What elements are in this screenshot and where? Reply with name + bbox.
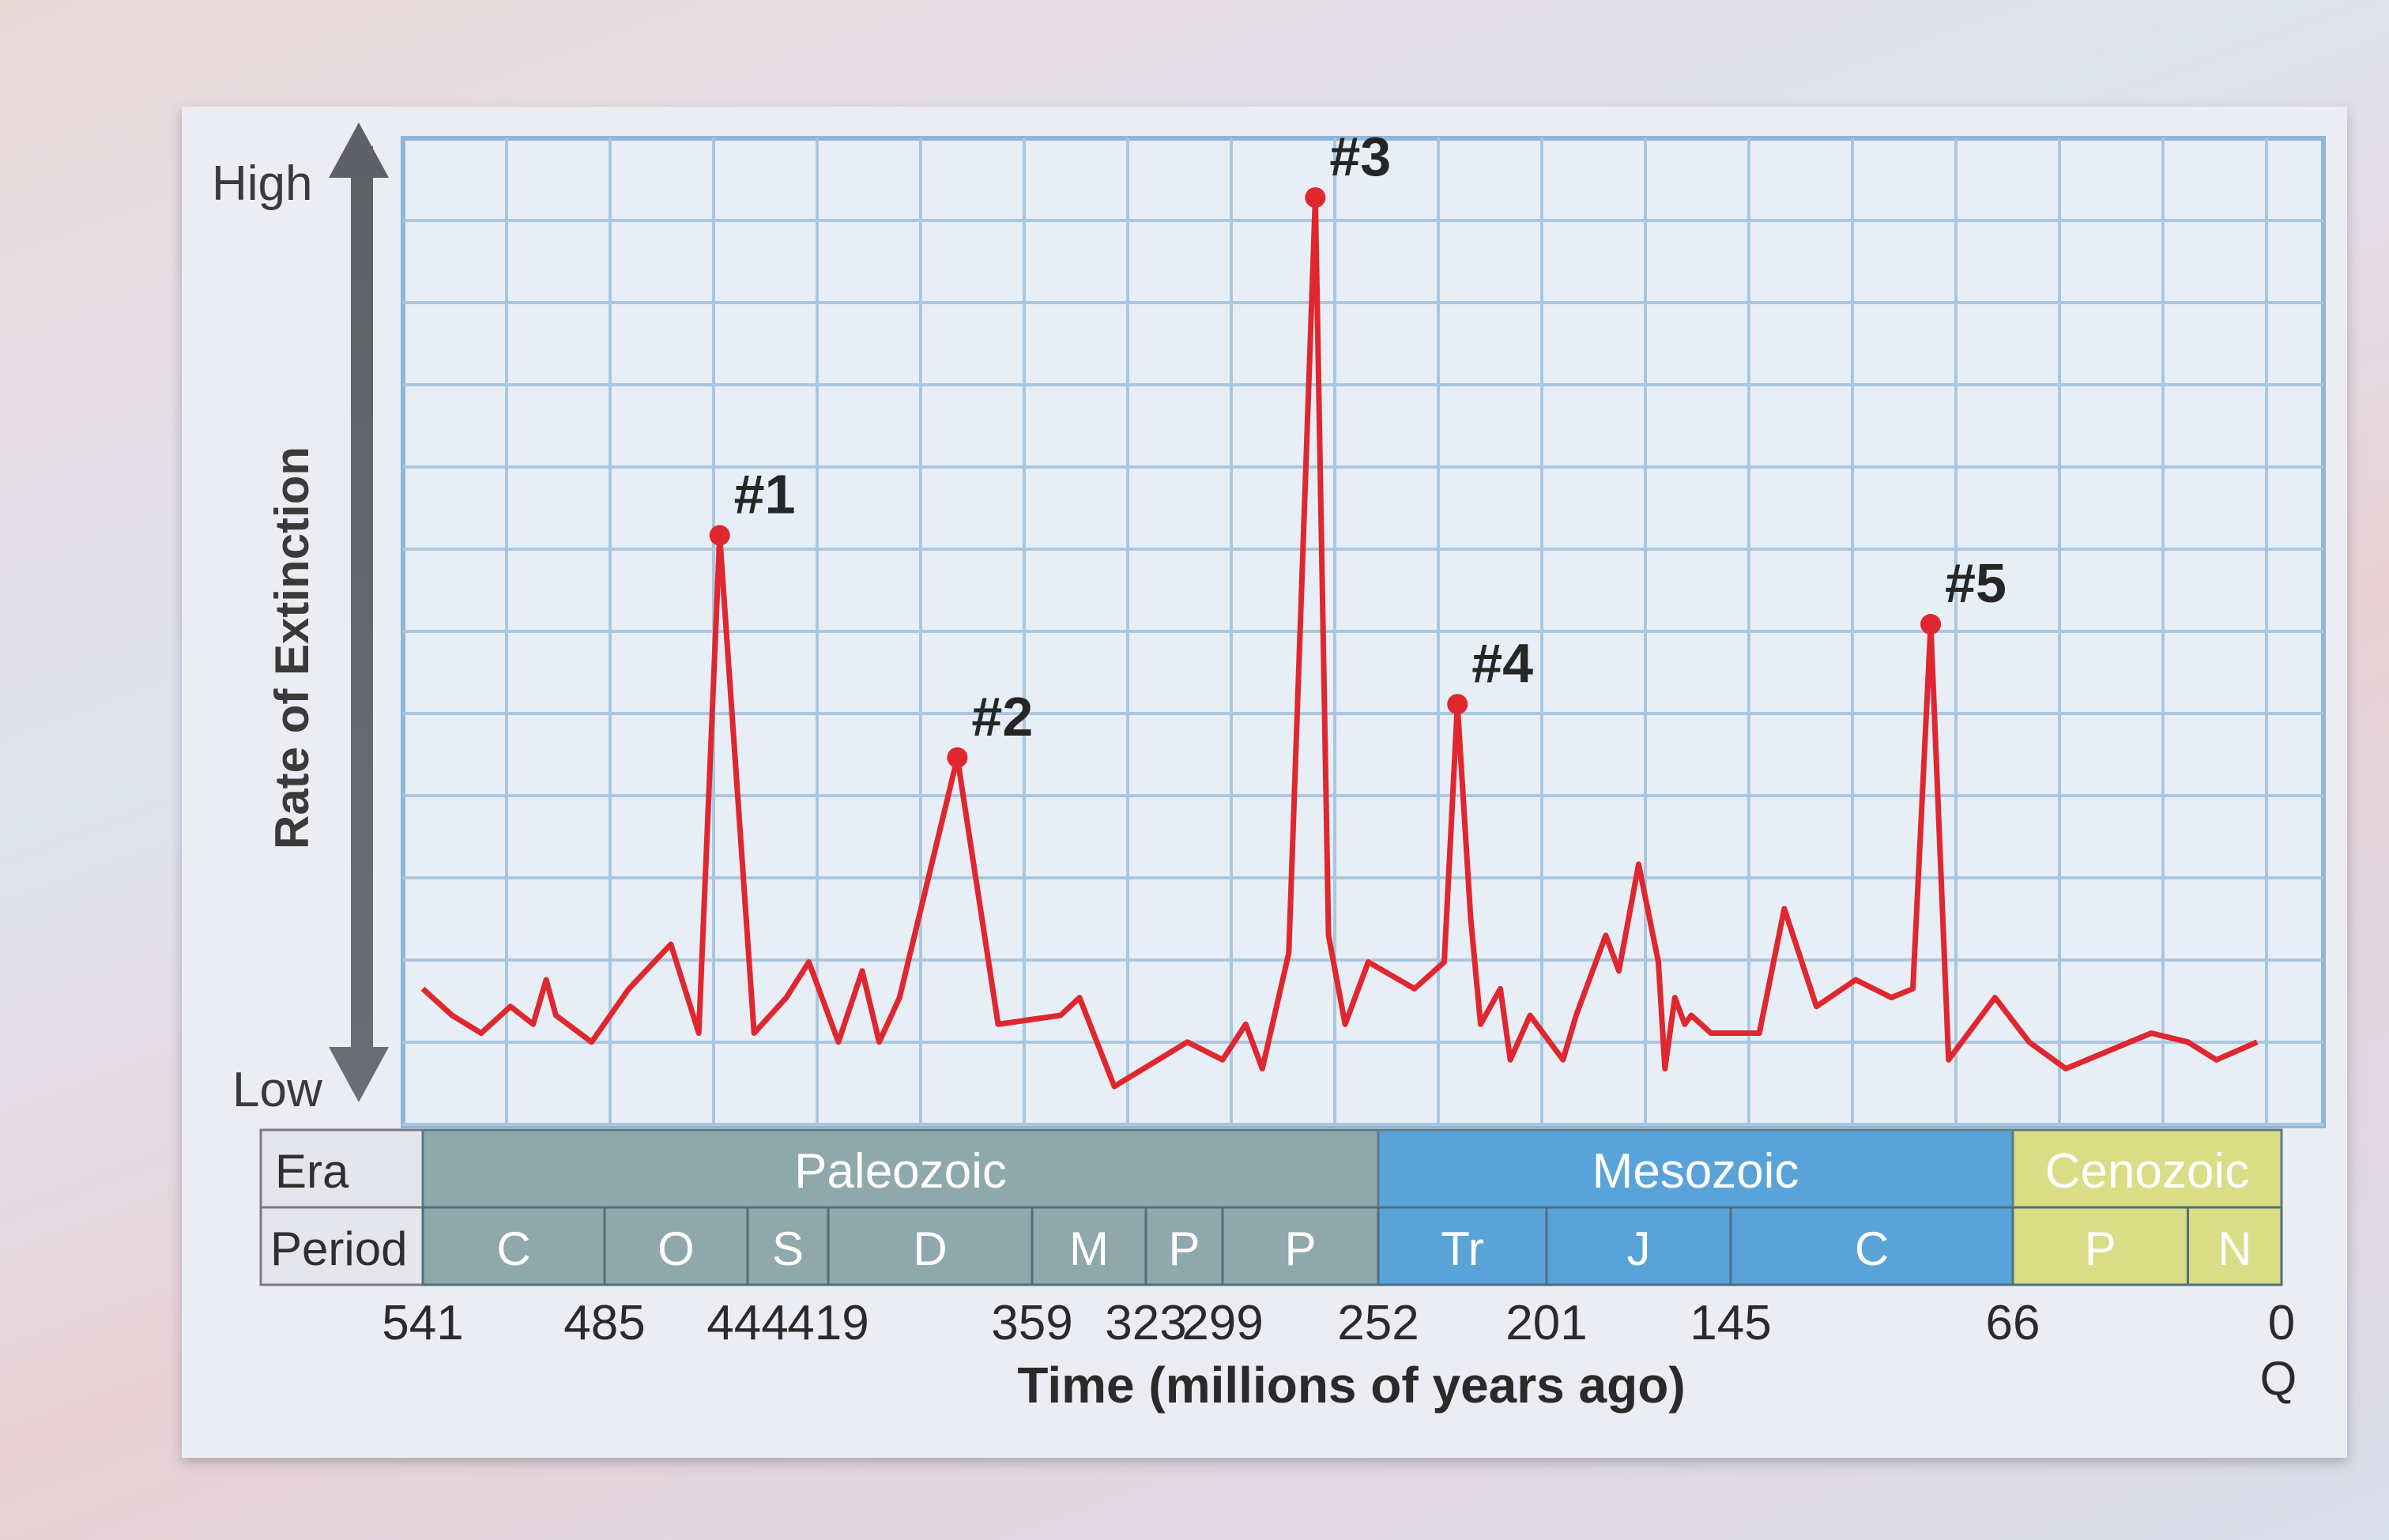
era-cell bbox=[2011, 1128, 2283, 1209]
x-extra-label: Q bbox=[2260, 1352, 2297, 1405]
y-axis-label: Rate of Extinction bbox=[266, 446, 318, 849]
x-tick-label: 299 bbox=[1181, 1296, 1263, 1350]
peak-label: #1 bbox=[734, 464, 796, 525]
period-cell bbox=[1144, 1206, 1224, 1286]
period-label: Tr bbox=[1441, 1222, 1483, 1275]
era-label: Cenozoic bbox=[2045, 1144, 2249, 1199]
period-label: O bbox=[658, 1222, 695, 1275]
x-tick-label: 252 bbox=[1337, 1296, 1419, 1350]
period-cell bbox=[827, 1206, 1034, 1286]
era-label: Mesozoic bbox=[1592, 1144, 1799, 1199]
period-cell bbox=[746, 1206, 830, 1286]
era-header-label: Era bbox=[275, 1145, 349, 1198]
peak-label: #2 bbox=[971, 686, 1033, 747]
x-tick-label: 359 bbox=[991, 1296, 1072, 1350]
extinction-chart: High Low Rate of Extinction #1 #2 #3 #4 #5 E… bbox=[212, 122, 2326, 1414]
x-tick-label: 485 bbox=[563, 1296, 645, 1350]
x-tick-label: 145 bbox=[1690, 1296, 1771, 1350]
period-label: P bbox=[2085, 1222, 2116, 1275]
period-label: C bbox=[1855, 1222, 1889, 1275]
period-label: P bbox=[1168, 1222, 1200, 1275]
period-cell bbox=[1221, 1206, 1380, 1286]
period-label: J bbox=[1627, 1222, 1651, 1275]
period-label: C bbox=[496, 1222, 530, 1275]
period-label: S bbox=[772, 1222, 804, 1275]
period-label: N bbox=[2218, 1222, 2251, 1275]
x-tick-label: 66 bbox=[1986, 1296, 2040, 1350]
x-axis-label: Time (millions of years ago) bbox=[1017, 1357, 1685, 1414]
y-arrow-down-head bbox=[329, 1047, 389, 1102]
x-tick-label: 541 bbox=[382, 1296, 463, 1350]
x-tick-label: 444 bbox=[707, 1296, 788, 1350]
peak-marker bbox=[947, 747, 968, 768]
period-label: P bbox=[1284, 1222, 1316, 1275]
period-label: D bbox=[913, 1222, 947, 1275]
x-tick-label: 0 bbox=[2268, 1296, 2295, 1350]
y-arrow-up-head bbox=[329, 122, 389, 178]
peak-label: #4 bbox=[1471, 632, 1533, 694]
period-header-label: Period bbox=[270, 1222, 407, 1275]
peak-marker bbox=[1920, 614, 1942, 634]
chart-card: High Low Rate of Extinction #1 #2 #3 #4 #5 E… bbox=[182, 107, 2347, 1458]
x-tick-label: 323 bbox=[1105, 1296, 1186, 1350]
y-arrow-shaft bbox=[351, 146, 373, 1055]
period-cell bbox=[2011, 1206, 2190, 1286]
period-cell bbox=[1377, 1206, 1548, 1286]
x-tick-label: 201 bbox=[1505, 1296, 1587, 1350]
era-cell bbox=[1377, 1128, 2014, 1209]
period-label: M bbox=[1069, 1222, 1109, 1275]
x-tick-label: 419 bbox=[787, 1296, 869, 1350]
y-low-label: Low bbox=[232, 1063, 322, 1117]
period-cell bbox=[2187, 1206, 2283, 1286]
peak-marker bbox=[1447, 694, 1468, 715]
peak-marker bbox=[709, 525, 730, 546]
period-cell bbox=[1545, 1206, 1732, 1286]
peak-label: #5 bbox=[1945, 552, 2007, 614]
era-label: Paleozoic bbox=[794, 1144, 1007, 1199]
y-high-label: High bbox=[212, 156, 313, 211]
period-cell bbox=[1729, 1206, 2014, 1286]
peak-label: #3 bbox=[1329, 126, 1391, 187]
period-header-cell bbox=[259, 1206, 424, 1286]
peak-marker bbox=[1305, 187, 1326, 208]
period-cell bbox=[421, 1206, 606, 1286]
